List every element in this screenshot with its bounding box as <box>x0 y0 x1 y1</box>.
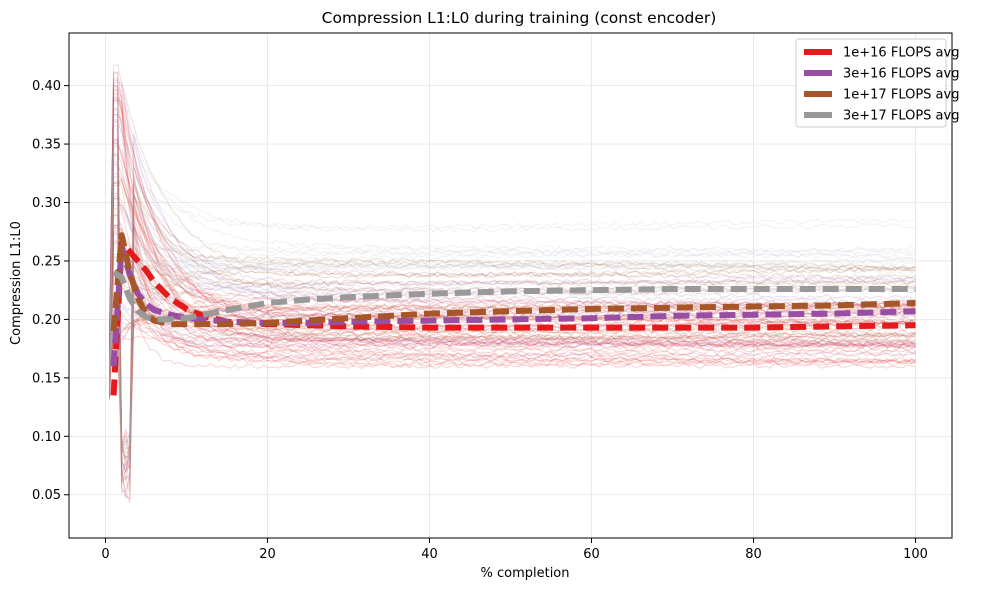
x-axis-label: % completion <box>480 566 569 581</box>
background-run <box>108 277 916 378</box>
y-tick-label: 0.40 <box>32 79 61 94</box>
background-run <box>108 302 916 347</box>
background-run <box>108 129 916 465</box>
legend: 1e+16 FLOPS avg 3e+16 FLOPS avg 1e+17 FLOP… <box>795 38 959 128</box>
y-tick-label: 0.25 <box>32 254 61 269</box>
series-line <box>110 232 916 332</box>
background-run <box>108 290 916 349</box>
background-run <box>108 233 916 382</box>
legend-label: 1e+17 FLOPS avg <box>843 88 959 103</box>
legend-label: 3e+17 FLOPS avg <box>843 109 959 124</box>
x-tick-label: 40 <box>421 547 438 562</box>
x-tick-label: 80 <box>745 547 762 562</box>
background-run <box>108 276 916 350</box>
background-run <box>108 90 916 364</box>
background-run <box>108 72 916 449</box>
background-run <box>109 259 916 469</box>
background-run <box>108 181 916 503</box>
background-run <box>108 146 916 487</box>
y-tick-label: 0.30 <box>32 196 61 211</box>
background-run <box>108 313 916 373</box>
background-run <box>108 96 916 398</box>
background-run <box>108 142 916 394</box>
x-tick-label: 0 <box>101 547 109 562</box>
background-run <box>108 260 916 369</box>
background-run <box>109 306 916 481</box>
background-run <box>108 173 916 393</box>
y-tick-label: 0.35 <box>32 138 61 153</box>
background-run <box>108 125 916 481</box>
background-run <box>108 243 916 397</box>
background-run <box>108 113 916 473</box>
background-run <box>108 207 916 461</box>
legend-label: 3e+16 FLOPS avg <box>843 67 959 82</box>
x-tick-label: 100 <box>903 547 928 562</box>
background-run <box>108 138 916 493</box>
background-run <box>108 250 916 357</box>
series-line <box>112 270 916 323</box>
background-run <box>108 245 916 393</box>
background-run <box>108 232 916 473</box>
background-run <box>108 109 916 494</box>
axis-ticks: 0 20 40 60 80 100 0.05 0.10 0.15 0.20 0.25 0.30 0.35… <box>32 79 928 562</box>
background-run <box>108 139 916 342</box>
grid <box>69 33 952 538</box>
background-run <box>108 206 916 334</box>
legend-box <box>795 38 947 128</box>
background-run <box>108 177 916 364</box>
background-run <box>108 262 916 363</box>
background-run <box>108 332 916 384</box>
background-run <box>108 300 916 397</box>
background-run <box>108 260 916 350</box>
y-axis-label: Compression L1:L0 <box>9 221 24 345</box>
background-run <box>108 222 916 350</box>
y-tick-label: 0.05 <box>32 488 61 503</box>
plot-frame <box>68 32 953 539</box>
background-run <box>108 261 916 481</box>
average-series <box>110 232 916 396</box>
background-run <box>108 163 916 377</box>
background-run <box>108 81 916 332</box>
chart-title: Compression L1:L0 during training (const… <box>322 9 717 27</box>
x-tick-label: 60 <box>583 547 600 562</box>
background-run <box>108 80 916 382</box>
background-run <box>108 224 916 448</box>
background-run <box>108 249 916 462</box>
background-run <box>108 121 916 336</box>
background-run <box>108 270 916 342</box>
background-run <box>108 120 916 360</box>
background-run <box>108 114 916 362</box>
background-run <box>108 224 916 399</box>
background-run <box>108 64 916 400</box>
background-run <box>108 102 916 469</box>
background-run <box>108 153 916 394</box>
background-run <box>108 93 916 378</box>
y-tick-label: 0.10 <box>32 430 61 445</box>
x-tick-label: 20 <box>259 547 276 562</box>
y-tick-label: 0.15 <box>32 371 61 386</box>
background-run <box>108 309 916 367</box>
background-run <box>108 256 916 484</box>
background-run <box>108 99 916 364</box>
background-run <box>108 145 916 372</box>
legend-label: 1e+16 FLOPS avg <box>843 46 959 61</box>
background-run <box>108 240 916 468</box>
y-tick-label: 0.20 <box>32 313 61 328</box>
background-run <box>108 85 916 484</box>
background-run <box>108 214 916 369</box>
background-run <box>108 176 916 454</box>
background-run <box>108 137 916 399</box>
background-run <box>108 218 916 458</box>
background-run <box>108 88 916 345</box>
background-run <box>108 85 916 361</box>
